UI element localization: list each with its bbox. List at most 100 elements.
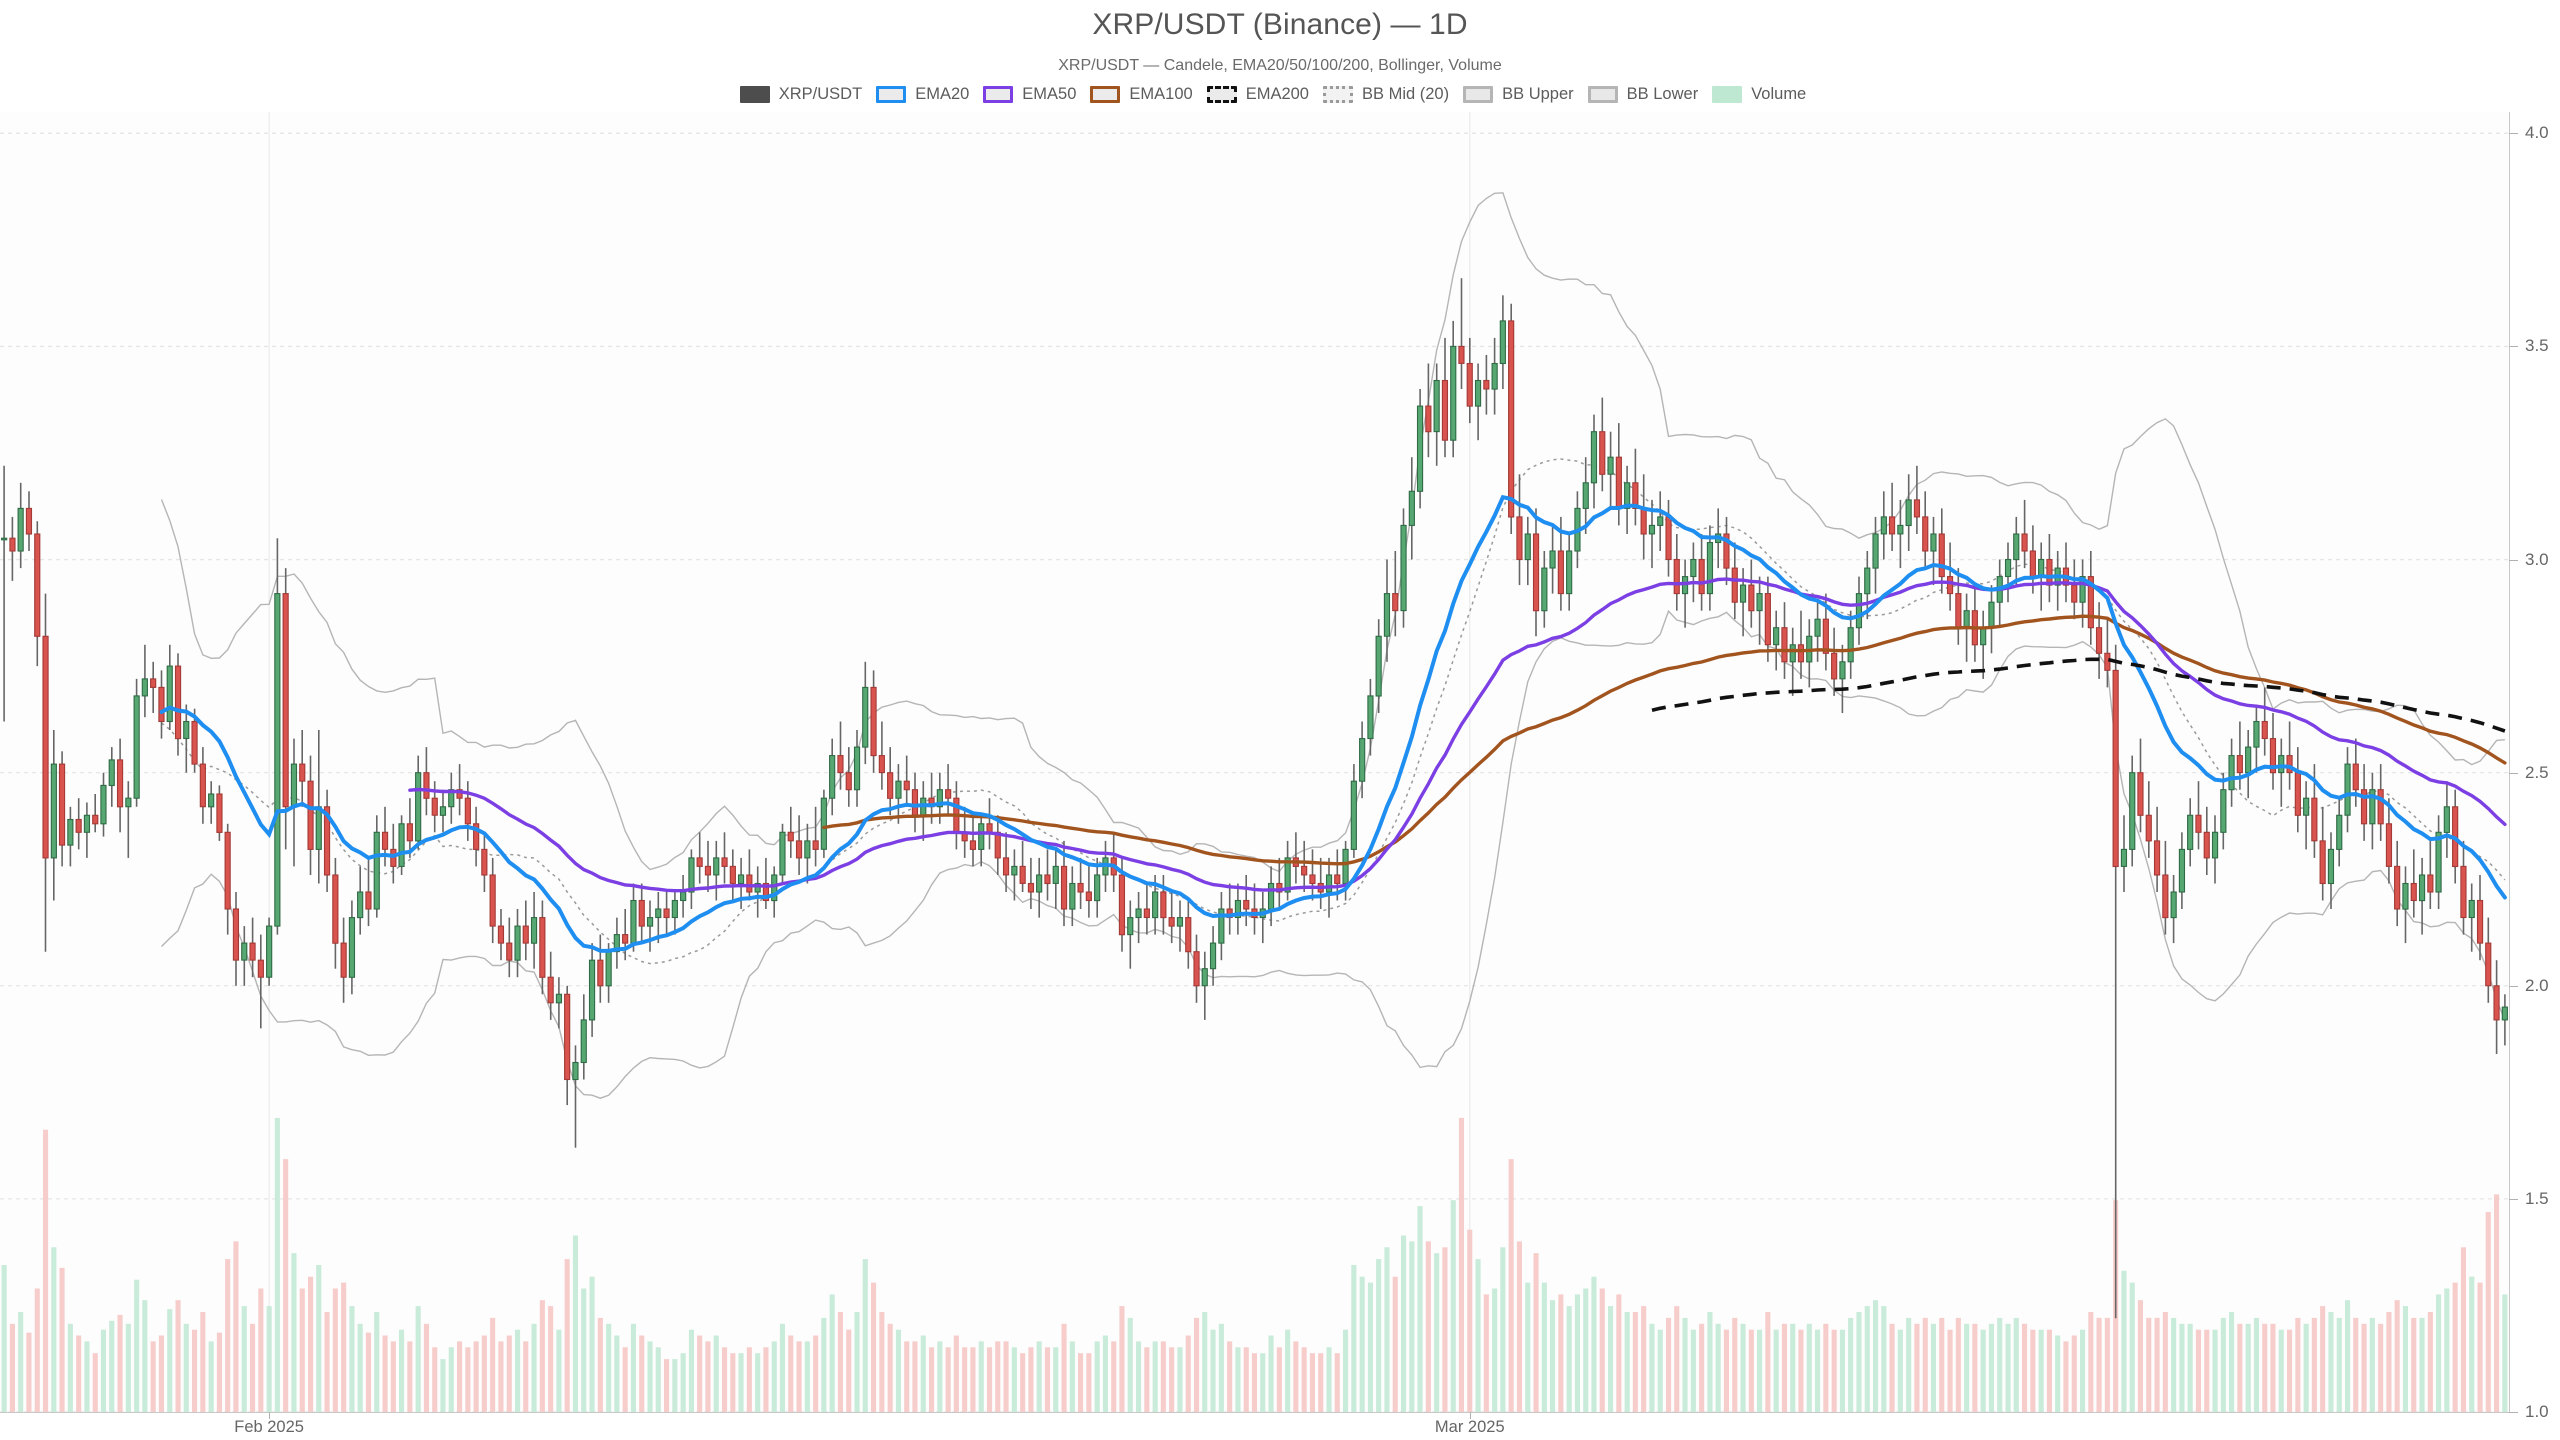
candles — [1, 278, 2508, 1319]
candle-body — [1897, 524, 1904, 535]
legend-item-ema50[interactable]: EMA50 — [983, 85, 1076, 104]
volume-bar — [1102, 1335, 1108, 1412]
ema100-line — [822, 614, 2507, 866]
candle-body — [299, 763, 306, 782]
volume-bar — [1367, 1282, 1373, 1412]
legend-label: BB Upper — [1502, 85, 1574, 103]
volume-bar — [1384, 1247, 1390, 1412]
volume-bar — [746, 1347, 752, 1412]
volume-bar — [1839, 1329, 1845, 1412]
volume-bar — [1599, 1288, 1605, 1412]
legend-item-bb-lower[interactable]: BB Lower — [1587, 85, 1698, 104]
volume-bar — [871, 1282, 877, 1412]
candle-body — [1044, 874, 1051, 885]
volume-bar — [2386, 1312, 2392, 1412]
volume-bar — [1516, 1241, 1522, 1412]
legend-item-ema100[interactable]: EMA100 — [1090, 85, 1193, 104]
legend-item-xrp-usdt[interactable]: XRP/USDT — [739, 85, 862, 104]
volume-bar — [357, 1323, 363, 1412]
volume-bar — [1475, 1259, 1481, 1412]
candle-body — [2435, 831, 2442, 893]
volume-bar — [622, 1347, 628, 1412]
candle-body — [1002, 857, 1010, 876]
volume-bar — [43, 1129, 49, 1412]
candle-body — [754, 882, 761, 893]
volume-bar — [216, 1332, 222, 1412]
volume-bar — [2022, 1323, 2028, 1412]
candle-body — [1640, 507, 1647, 535]
candle-body — [174, 665, 182, 740]
volume-bar — [1359, 1276, 1365, 1412]
volume-bar — [2444, 1288, 2450, 1412]
y-tick-mark — [2509, 346, 2518, 348]
candle-body — [2112, 669, 2119, 868]
legend-item-ema20[interactable]: EMA20 — [876, 85, 969, 104]
volume-bar — [258, 1288, 264, 1412]
candle-body — [2369, 789, 2376, 825]
ema200-line — [1651, 657, 2506, 733]
candle-body — [605, 951, 612, 987]
volume-bar — [1343, 1329, 1349, 1412]
candle-body — [158, 686, 165, 723]
x-tick-label: Mar 2025 — [1434, 1418, 1505, 1436]
volume-bar — [1127, 1317, 1133, 1412]
volume-bar — [1657, 1329, 1663, 1412]
volume-bar — [1897, 1329, 1903, 1412]
candle-body — [340, 942, 347, 978]
candle-body — [2501, 1006, 2508, 1021]
candle-body — [522, 925, 529, 944]
candle-body — [1118, 874, 1126, 936]
volume-bar — [1947, 1329, 1953, 1412]
volume-bar — [680, 1353, 686, 1412]
y-axis-spine — [2509, 112, 2511, 1412]
volume-bar — [1773, 1329, 1779, 1412]
volume-bar — [1227, 1341, 1233, 1412]
legend-item-bb-upper[interactable]: BB Upper — [1463, 85, 1574, 104]
volume-bar — [2419, 1317, 2425, 1412]
candle-body — [1566, 550, 1573, 595]
volume-bar — [1616, 1294, 1622, 1412]
candle-body — [1491, 362, 1498, 390]
volume-bar — [9, 1323, 15, 1412]
volume-bar — [76, 1335, 82, 1412]
candle-body — [2303, 797, 2310, 816]
candle-body — [141, 678, 148, 697]
candle-body — [1797, 644, 1805, 663]
volume-bar — [2088, 1312, 2094, 1412]
volume-bar — [51, 1247, 57, 1412]
volume-bar — [515, 1329, 521, 1412]
volume-bar — [2469, 1276, 2475, 1412]
volume-bar — [2427, 1312, 2433, 1412]
volume-bar — [1964, 1323, 1970, 1412]
volume-bars — [1, 1117, 2508, 1412]
volume-bar — [829, 1294, 835, 1412]
candle-body — [125, 797, 132, 808]
candle-body — [282, 593, 289, 808]
volume-bar — [1699, 1323, 1705, 1412]
candle-body — [1027, 882, 1035, 893]
volume-bar — [1848, 1317, 1854, 1412]
candle-body — [2079, 576, 2086, 603]
candle-body — [497, 925, 505, 944]
volume-bar — [1508, 1159, 1514, 1412]
candle-body — [1673, 558, 1680, 595]
candle-body — [655, 908, 662, 919]
candle-body — [67, 818, 74, 846]
legend-item-ema200[interactable]: EMA200 — [1206, 85, 1309, 104]
legend-item-volume[interactable]: Volume — [1712, 85, 1806, 104]
candle-body — [514, 925, 521, 961]
candle-body — [812, 840, 819, 850]
volume-bar — [779, 1323, 785, 1412]
volume-bar — [233, 1241, 239, 1412]
volume-bar — [738, 1353, 744, 1412]
candle-body — [423, 772, 430, 799]
candle-body — [795, 840, 803, 859]
candle-body — [2278, 755, 2285, 774]
volume-bar — [722, 1347, 728, 1412]
volume-bar — [1864, 1306, 1870, 1412]
volume-bar — [2378, 1323, 2384, 1412]
volume-bar — [200, 1312, 206, 1412]
candle-body — [1383, 593, 1391, 637]
legend-item-bb-mid-20[interactable]: BB Mid (20) — [1323, 85, 1449, 104]
candle-body — [721, 857, 728, 867]
